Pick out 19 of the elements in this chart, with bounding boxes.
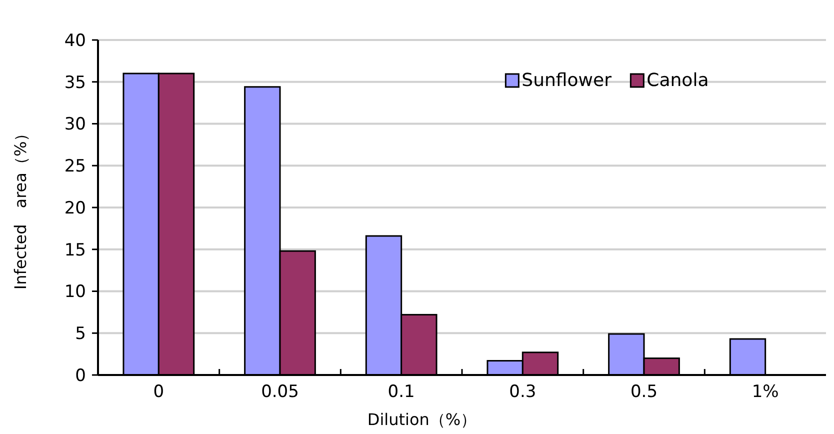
legend-label: Sunflower	[522, 70, 612, 91]
y-tick-label: 25	[64, 156, 86, 177]
x-axis-title: Dilution（%）	[367, 410, 477, 429]
x-tick-label: 0.1	[388, 382, 415, 402]
x-tick-label: 0.05	[261, 382, 299, 402]
x-tick-label: 0	[153, 382, 164, 402]
y-tick-label: 0	[75, 366, 86, 386]
y-tick-label: 10	[64, 282, 86, 302]
x-tick-label: 1%	[752, 382, 779, 402]
x-tick-label: 0.3	[509, 382, 536, 402]
y-tick-label: 20	[64, 198, 86, 218]
y-tick-label: 40	[64, 30, 86, 51]
y-tick-label: 5	[75, 324, 86, 344]
y-tick-label: 30	[64, 114, 86, 135]
legend-label: Canola	[646, 70, 709, 91]
x-tick-label: 0.5	[630, 382, 658, 402]
y-tick-label: 15	[64, 240, 86, 260]
y-tick-label: 35	[64, 72, 86, 93]
y-axis-title: Infected area（%）	[11, 125, 30, 290]
